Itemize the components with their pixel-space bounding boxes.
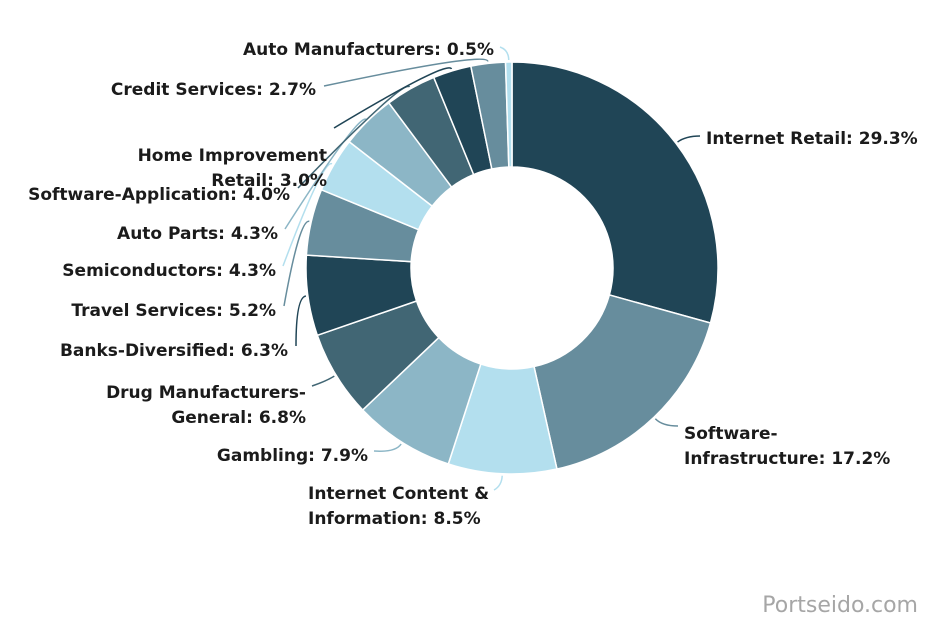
connector-gambling — [373, 443, 402, 452]
label-semiconductors: Semiconductors: 4.3% — [62, 261, 276, 281]
connector-credit-services — [323, 58, 489, 87]
slice-internet-retail — [511, 61, 719, 324]
label-credit-services: Credit Services: 2.7% — [111, 80, 316, 100]
label-software-infrastructure: Software-Infrastructure: 17.2% — [684, 424, 890, 469]
label-internet-content-information: Internet Content & Information: 8.5% — [308, 484, 489, 529]
label-travel-services: Travel Services: 5.2% — [71, 301, 276, 321]
slice-auto-manufacturers — [504, 61, 513, 168]
label-drug-manufacturers-general: Drug Manufacturers-General: 6.8% — [106, 383, 306, 428]
connector-semiconductors — [282, 163, 333, 267]
label-software-application: Software-Application: 4.0% — [28, 185, 290, 205]
connector-internet-content-information — [493, 475, 503, 491]
label-auto-parts: Auto Parts: 4.3% — [117, 224, 278, 244]
connector-drug-manufacturers-general — [311, 375, 335, 387]
slice-software-infrastructure — [533, 294, 712, 470]
connector-home-improvement-retail — [333, 67, 453, 129]
connector-banks-diversified — [295, 295, 307, 347]
connector-travel-services — [283, 220, 310, 307]
watermark: Portseido.com — [762, 593, 918, 618]
label-banks-diversified: Banks-Diversified: 6.3% — [60, 341, 288, 361]
label-gambling: Gambling: 7.9% — [217, 446, 368, 466]
connector-software-infrastructure — [654, 418, 679, 427]
connector-auto-manufacturers — [499, 46, 510, 61]
label-internet-retail: Internet Retail: 29.3% — [706, 129, 918, 149]
label-home-improvement-retail: Home Improvement Retail: 3.0% — [138, 146, 327, 191]
label-auto-manufacturers: Auto Manufacturers: 0.5% — [243, 40, 494, 60]
connector-internet-retail — [677, 135, 701, 143]
